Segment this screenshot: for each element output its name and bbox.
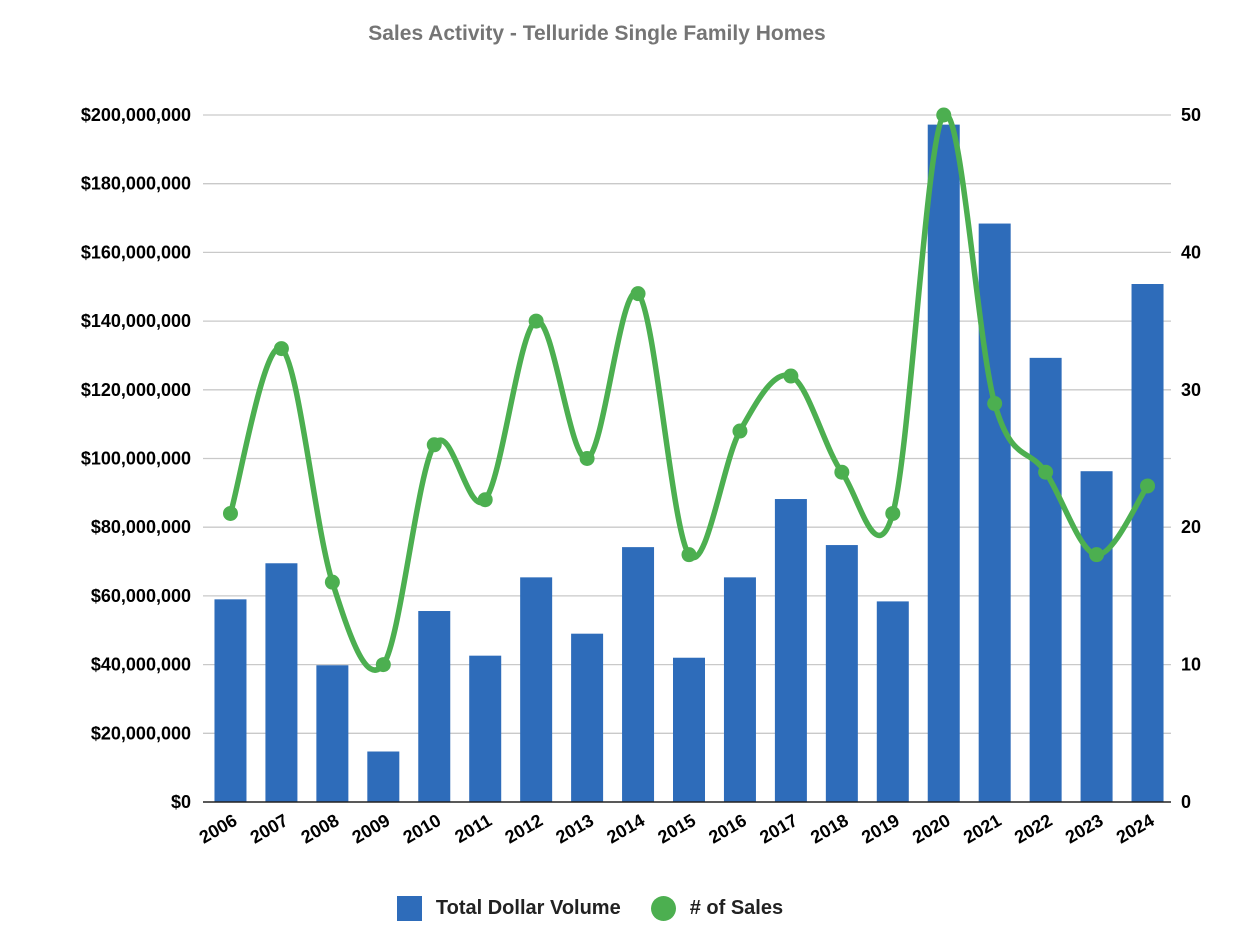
sales-count-point: [222, 505, 238, 521]
left-axis: $0 $20,000,000 $40,000,000 $60,000,000 $80,0…: [81, 105, 191, 812]
x-tick-label: 2007: [247, 810, 292, 847]
sales-count-point: [834, 464, 850, 480]
legend-dot-swatch: [650, 896, 676, 921]
legend-bar-swatch: [396, 896, 422, 921]
x-tick-label: 2020: [909, 810, 954, 847]
sales-count-point: [324, 574, 340, 590]
sales-count-point: [1038, 464, 1054, 480]
bar: [927, 124, 960, 803]
x-tick-label: 2019: [858, 810, 903, 847]
line-series-number-of-sales: [222, 107, 1156, 673]
bar: [723, 577, 756, 802]
bar: [316, 665, 349, 802]
sales-count-point: [1089, 547, 1105, 563]
bar-series-total-dollar-volume: [214, 124, 1164, 803]
chart-title: Sales Activity - Telluride Single Family…: [368, 22, 826, 45]
sales-count-point: [1140, 478, 1156, 494]
x-tick-label: 2011: [451, 810, 495, 847]
legend-label: # of Sales: [689, 897, 784, 919]
x-tick-label: 2012: [501, 810, 546, 847]
x-tick-label: 2021: [960, 810, 1005, 847]
bar: [367, 751, 400, 802]
sales-count-point: [987, 396, 1003, 412]
sales-count-point: [426, 437, 442, 453]
bar: [214, 599, 247, 802]
x-tick-label: 2010: [400, 810, 445, 847]
y-left-tick-label: $60,000,000: [91, 586, 191, 606]
bar: [978, 223, 1011, 802]
y-left-tick-label: $200,000,000: [81, 105, 191, 125]
y-left-tick-label: $180,000,000: [81, 174, 191, 194]
y-left-tick-label: $120,000,000: [81, 380, 191, 400]
x-axis: 2006 2007 2008 2009 2010 2011 2012 2013 2014 2015…: [196, 801, 1171, 847]
bar: [418, 611, 451, 802]
gridlines: [203, 114, 1171, 734]
bar: [1029, 357, 1062, 802]
sales-count-point: [936, 107, 952, 123]
y-right-tick-label: 40: [1181, 242, 1201, 262]
bar: [571, 633, 604, 802]
y-right-tick-label: 50: [1181, 105, 1201, 125]
y-right-tick-label: 20: [1181, 517, 1201, 537]
y-left-tick-label: $160,000,000: [81, 242, 191, 262]
x-tick-label: 2024: [1113, 810, 1158, 847]
bar: [1080, 471, 1113, 802]
bar: [265, 563, 298, 802]
y-left-tick-label: $0: [171, 792, 191, 812]
sales-count-point: [885, 505, 901, 521]
y-right-tick-label: 10: [1181, 655, 1201, 675]
x-tick-label: 2022: [1011, 810, 1056, 847]
x-tick-label: 2023: [1062, 810, 1107, 847]
sales-count-point: [681, 547, 697, 563]
bar: [876, 601, 909, 802]
bar: [673, 657, 705, 802]
legend: Total Dollar Volume # of Sales: [0, 896, 1180, 921]
x-tick-label: 2016: [705, 810, 750, 847]
sales-count-point: [630, 286, 646, 302]
sales-count-point: [273, 341, 289, 357]
y-right-tick-label: 30: [1181, 380, 1201, 400]
x-tick-label: 2015: [654, 810, 699, 847]
bar: [622, 547, 655, 802]
sales-count-point: [732, 423, 748, 439]
right-axis: 0 10 20 30 40 50: [1181, 105, 1201, 812]
bar: [825, 545, 858, 802]
sales-count-point: [528, 313, 544, 329]
sales-count-point: [579, 451, 595, 466]
y-right-tick-label: 0: [1181, 792, 1191, 812]
sales-count-point: [375, 657, 391, 673]
x-tick-label: 2017: [756, 810, 801, 847]
bar: [469, 655, 502, 802]
sales-count-point: [477, 492, 493, 508]
y-left-tick-label: $140,000,000: [81, 311, 191, 331]
legend-label: Total Dollar Volume: [435, 897, 621, 919]
sales-count-point: [783, 368, 799, 384]
bar: [520, 577, 553, 802]
y-left-tick-label: $100,000,000: [81, 449, 191, 469]
x-tick-label: 2014: [603, 810, 648, 847]
x-tick-label: 2006: [196, 810, 241, 847]
y-left-tick-label: $80,000,000: [91, 517, 191, 537]
y-left-tick-label: $40,000,000: [91, 655, 191, 675]
x-tick-label: 2013: [552, 810, 597, 847]
combo-chart: $0 $20,000,000 $40,000,000 $60,000,000 $80,0…: [81, 105, 1201, 847]
x-tick-label: 2008: [298, 810, 343, 847]
bar: [774, 499, 807, 802]
legend-item-number-of-sales[interactable]: # of Sales: [650, 896, 784, 921]
y-left-tick-label: $20,000,000: [91, 723, 191, 743]
legend-item-total-dollar-volume[interactable]: Total Dollar Volume: [396, 896, 621, 921]
bar: [1131, 284, 1164, 802]
x-tick-label: 2018: [807, 810, 852, 847]
x-tick-label: 2009: [349, 810, 394, 847]
